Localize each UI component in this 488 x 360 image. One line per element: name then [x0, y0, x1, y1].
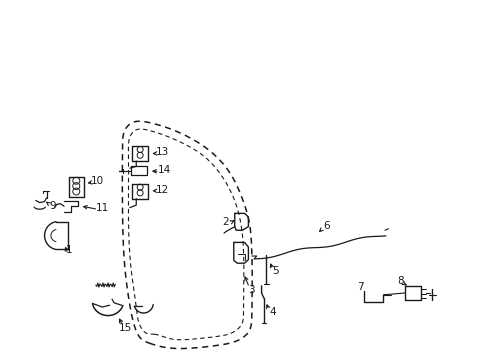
Text: 9: 9	[49, 201, 56, 211]
Text: 6: 6	[323, 221, 329, 231]
Text: 15: 15	[118, 323, 131, 333]
Text: 10: 10	[90, 176, 103, 186]
Text: 2: 2	[222, 217, 229, 227]
Text: 4: 4	[268, 307, 275, 317]
Text: 3: 3	[248, 285, 255, 295]
Text: 13: 13	[156, 147, 169, 157]
Text: 8: 8	[396, 276, 403, 286]
Text: 14: 14	[158, 165, 171, 175]
Text: 12: 12	[156, 185, 169, 195]
Text: 11: 11	[95, 203, 108, 213]
Text: 5: 5	[272, 266, 279, 276]
Text: 7: 7	[357, 282, 363, 292]
Text: 1: 1	[65, 245, 72, 255]
